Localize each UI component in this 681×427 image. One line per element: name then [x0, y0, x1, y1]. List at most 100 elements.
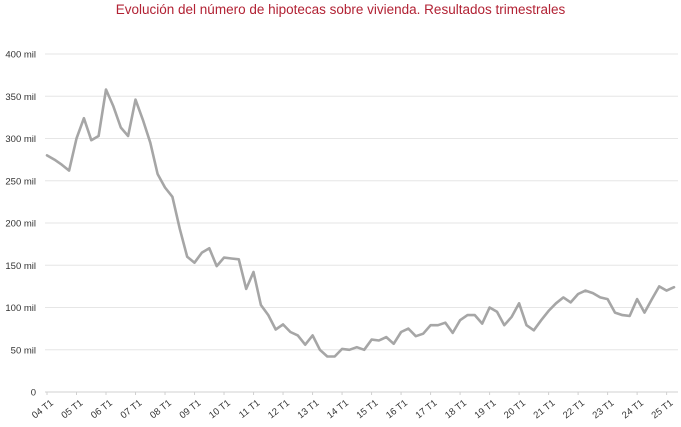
data-point	[651, 298, 653, 300]
data-point	[216, 265, 218, 267]
data-point	[326, 355, 328, 358]
data-point	[164, 186, 166, 189]
x-tick-label: 12 T1	[266, 398, 292, 422]
data-point	[142, 119, 144, 121]
data-point	[592, 292, 594, 294]
data-point	[371, 339, 373, 341]
x-tick-label: 04 T1	[30, 398, 56, 422]
data-point	[179, 228, 181, 230]
data-point	[540, 319, 542, 321]
x-tick-label: 15 T1	[355, 398, 381, 422]
x-tick-label: 22 T1	[561, 398, 587, 422]
data-point	[98, 135, 100, 137]
data-point	[555, 302, 557, 304]
data-point	[570, 301, 572, 303]
x-tick-label: 13 T1	[296, 398, 322, 422]
data-point	[223, 257, 225, 259]
data-point	[171, 196, 173, 198]
data-point	[341, 348, 343, 350]
x-tick-label: 05 T1	[60, 398, 86, 422]
data-point	[673, 286, 675, 288]
x-tick-label: 11 T1	[237, 398, 262, 421]
data-point	[282, 323, 284, 325]
data-point	[238, 258, 240, 260]
x-tick-label: 24 T1	[620, 398, 646, 422]
series-layer	[45, 88, 676, 358]
data-point	[127, 135, 129, 137]
data-point	[68, 170, 70, 172]
x-tick-label: 23 T1	[591, 398, 617, 422]
x-tick-label: 25 T1	[650, 398, 676, 422]
data-point	[496, 311, 498, 313]
x-tick-label: 10 T1	[207, 398, 233, 422]
data-point	[319, 349, 321, 351]
x-tick-label: 14 T1	[325, 398, 351, 422]
x-axis-ticks: 04 T1 05 T1 06 T1 07 T1 08 T1 09 T1 10 T1 11 T1…	[30, 392, 675, 421]
data-point	[489, 306, 491, 309]
data-point	[61, 164, 63, 166]
y-tick-label: 400 mil	[5, 50, 36, 61]
data-point	[245, 288, 247, 290]
data-point	[459, 319, 461, 321]
data-point	[275, 328, 277, 331]
data-point	[481, 323, 483, 325]
x-tick-label: 17 T1	[414, 398, 440, 422]
data-point	[548, 310, 550, 312]
data-point	[149, 142, 151, 144]
data-point	[186, 256, 188, 258]
data-point	[90, 139, 92, 141]
data-point	[53, 159, 56, 161]
data-point	[599, 296, 601, 298]
data-point	[621, 314, 624, 316]
x-tick-label: 20 T1	[502, 398, 528, 422]
data-point	[83, 117, 85, 119]
data-point	[134, 99, 137, 101]
data-point	[208, 247, 210, 249]
y-axis-ticks: 0 50 mil 100 mil 150 mil 200 mil 250 mil 300 m…	[5, 50, 36, 399]
data-point	[378, 339, 380, 342]
x-tick-label: 06 T1	[89, 398, 115, 422]
data-point	[577, 293, 579, 295]
data-point	[525, 324, 528, 326]
x-tick-label: 08 T1	[148, 398, 174, 422]
data-point	[430, 324, 432, 326]
x-tick-label: 16 T1	[384, 398, 410, 422]
data-point	[666, 290, 668, 292]
y-tick-label: 250 mil	[5, 176, 36, 187]
data-point	[400, 331, 402, 333]
data-point	[385, 336, 387, 338]
data-point	[437, 324, 439, 326]
data-point	[407, 328, 409, 330]
data-point	[312, 334, 314, 336]
data-point	[348, 349, 350, 351]
y-tick-label: 200 mil	[5, 219, 36, 230]
data-point	[252, 271, 255, 273]
data-point	[629, 315, 631, 317]
y-tick-label: 100 mil	[5, 303, 36, 314]
data-point	[120, 126, 122, 129]
x-tick-label: 07 T1	[119, 398, 145, 422]
x-tick-label: 21 T1	[532, 398, 558, 422]
y-tick-label: 350 mil	[5, 92, 36, 103]
data-point	[46, 154, 48, 156]
chart-title: Evolución del número de hipotecas sobre …	[115, 2, 566, 17]
y-tick-label: 150 mil	[5, 261, 36, 272]
data-point	[518, 302, 520, 304]
data-point	[452, 332, 454, 334]
data-point	[643, 312, 646, 314]
data-point	[297, 334, 299, 336]
grid-lines	[45, 53, 678, 393]
data-point	[614, 312, 616, 314]
data-point	[584, 290, 587, 292]
data-point	[201, 252, 203, 254]
data-point	[112, 105, 114, 107]
data-point	[503, 324, 505, 326]
x-tick-label: 18 T1	[443, 398, 469, 422]
data-point	[105, 88, 107, 91]
data-point	[157, 173, 159, 175]
x-tick-label: 09 T1	[178, 398, 204, 422]
data-point	[75, 137, 78, 140]
data-point	[356, 346, 358, 348]
data-point	[562, 296, 565, 298]
